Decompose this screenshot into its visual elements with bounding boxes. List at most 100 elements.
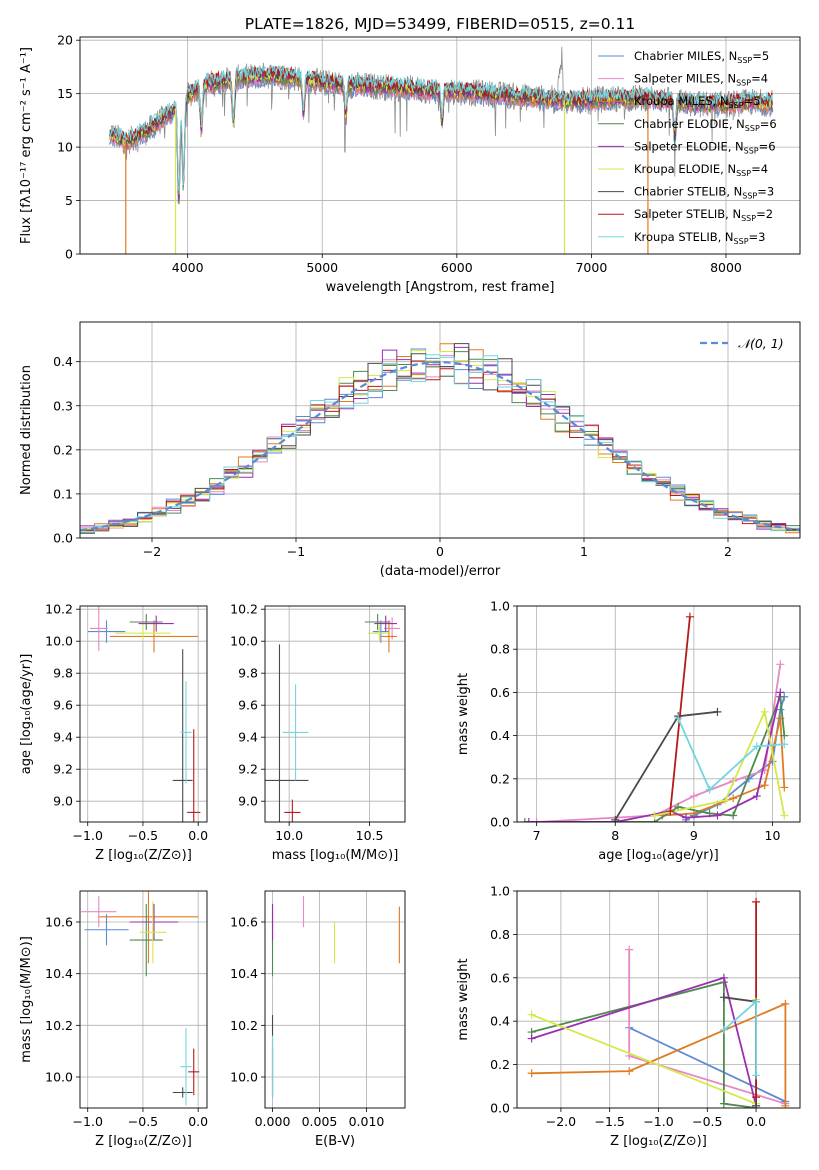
weight-marker (776, 705, 785, 714)
x-tick-label: −1.0 (73, 828, 103, 843)
weight-marker (532, 818, 541, 822)
x-tick-label: 8000 (710, 260, 742, 275)
legend-label-base: Chabrier MILES, N (634, 49, 737, 63)
legend-label-base: Chabrier ELODIE, N (634, 117, 745, 131)
y-tick-label: 10.0 (230, 634, 258, 649)
errorbar-point (87, 620, 126, 643)
y-tick-label: 0.8 (490, 642, 510, 657)
y-tick-label: 0.2 (490, 1057, 510, 1072)
errorbar-point (187, 729, 201, 822)
weight-line-2 (662, 718, 786, 817)
weight-marker (527, 1034, 536, 1043)
normal-curve-line (80, 360, 800, 532)
y-tick-label: 1.0 (490, 884, 510, 899)
y-axis-label: age [log₁₀(age/yr)] (19, 654, 34, 775)
errorbar-point (364, 614, 391, 630)
errorbar-point (374, 615, 397, 632)
axes-frame (264, 605, 406, 823)
legend-label-sub: SSP (729, 101, 744, 110)
y-tick-label: 10.6 (45, 915, 73, 930)
legend-label: Chabrier ELODIE, NSSP=6 (634, 117, 777, 133)
y-tick-label: 9.0 (238, 794, 258, 809)
x-tick-label: 0.000 (255, 1114, 291, 1129)
x-tick-label: 0.0 (746, 1114, 766, 1129)
panel-age-vs-metallicity: −1.0 −0.5 0.0 9.0 9.2 9.4 9.6 9.8 10.0 10.2 Z [log… (19, 602, 208, 863)
weight-line-4 (528, 692, 782, 822)
weight-marker (752, 897, 761, 906)
x-tick-label: 0.0 (188, 828, 208, 843)
y-tick-label: 0.6 (490, 685, 510, 700)
legend-label-sub: SSP (737, 56, 752, 65)
errorbar-point (180, 681, 192, 784)
y-tick-label: 0.0 (490, 1101, 510, 1116)
x-tick-label: 1 (580, 544, 588, 559)
y-tick-label: 10.2 (230, 1018, 258, 1033)
legend-label-tail: =5 (744, 94, 761, 108)
legend-label: Kroupa MILES, NSSP=5 (634, 94, 760, 110)
errorbar-point (284, 799, 301, 822)
legend-label-tail: =4 (751, 72, 768, 86)
spectrum-model-line-1 (109, 72, 773, 201)
weight-marker (685, 612, 694, 621)
legend-label-tail: =5 (752, 49, 769, 63)
weight-marker (524, 818, 533, 822)
legend-label-tail: =3 (749, 230, 766, 244)
weight-marker (719, 1025, 728, 1034)
x-tick-label: 5000 (306, 260, 338, 275)
x-axis-label: (data-model)/error (380, 564, 501, 579)
weight-line-0 (628, 1026, 786, 1103)
legend-label: 𝒩(0, 1) (738, 336, 784, 351)
y-tick-label: 0.4 (53, 354, 73, 369)
y-axis-label: Flux [fλ10⁻¹⁷ erg cm⁻² s⁻¹ A⁻¹] (19, 47, 34, 244)
x-tick-label: 10 (765, 828, 781, 843)
y-tick-label: 0.3 (53, 398, 73, 413)
errorbar-point (129, 903, 179, 941)
x-tick-label: −1.0 (643, 1114, 673, 1129)
weight-marker (611, 815, 620, 822)
histogram-step-7 (80, 360, 800, 533)
y-axis-label: mass [log₁₀(M/M⊙)] (19, 936, 34, 1063)
axes-frame (79, 890, 208, 1109)
weight-marker (625, 945, 634, 954)
weight-marker (780, 783, 789, 792)
x-tick-label: 7000 (575, 260, 607, 275)
plot-area (81, 891, 200, 1106)
axes-frame (264, 890, 406, 1109)
legend-label-tail: =2 (756, 207, 773, 221)
weight-marker (527, 1069, 536, 1078)
weight-line-3 (531, 980, 757, 1108)
y-tick-label: 15 (57, 86, 73, 101)
y-tick-label: 9.8 (53, 666, 73, 681)
histogram-legend: 𝒩(0, 1) (700, 336, 784, 351)
legend-label-sub: SSP (744, 146, 759, 155)
x-tick-label: −1.5 (595, 1114, 625, 1129)
errorbar-point (172, 649, 193, 822)
legend-label-sub: SSP (736, 79, 751, 88)
weight-marker (781, 1101, 790, 1108)
weight-line-3 (524, 696, 786, 822)
weight-marker (705, 785, 714, 794)
weight-marker (760, 781, 769, 790)
weight-line-6 (614, 710, 718, 821)
x-axis-label: wavelength [Angstrom, rest frame] (326, 280, 555, 295)
legend-label-base: Salpeter MILES, N (634, 72, 736, 86)
weight-line-8 (677, 717, 785, 792)
weight-line-2 (531, 1002, 787, 1106)
y-tick-label: 10.4 (230, 966, 258, 981)
weight-marker (729, 794, 738, 803)
weight-line-0 (685, 696, 786, 821)
x-axis-label: Z [log₁₀(Z/Z⊙)] (610, 1134, 707, 1149)
y-tick-label: 0.2 (490, 771, 510, 786)
x-tick-label: −1 (287, 544, 305, 559)
plot-area (271, 896, 400, 1098)
weight-marker (752, 1093, 761, 1102)
x-tick-label: 10.5 (356, 828, 384, 843)
histogram-step-8 (80, 354, 800, 537)
weight-line-1 (536, 664, 782, 822)
legend-label-sub: SSP (745, 124, 760, 133)
x-tick-label: 7 (533, 828, 541, 843)
weight-marker (752, 997, 761, 1006)
weight-line-7 (669, 616, 691, 812)
plot-area (109, 46, 774, 254)
